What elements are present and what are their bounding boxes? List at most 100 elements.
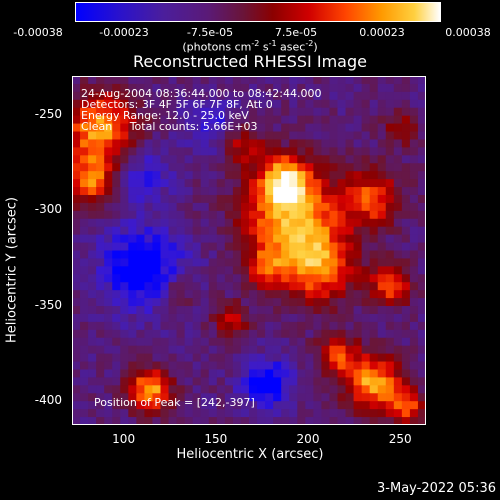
heatmap-cell (361, 91, 371, 101)
heatmap-cell (216, 147, 226, 156)
heatmap-cell (168, 306, 178, 315)
heatmap-cell (120, 337, 129, 347)
heatmap-cell (385, 353, 395, 363)
heatmap-cell (168, 250, 178, 260)
heatmap-cell (353, 99, 363, 109)
heatmap-cell (321, 369, 331, 379)
heatmap-cell (409, 290, 419, 299)
heatmap-cell (337, 353, 347, 363)
heatmap-cell (401, 274, 411, 283)
heatmap-cell (136, 361, 146, 371)
heatmap-cell (377, 131, 387, 141)
heatmap-cell (120, 147, 129, 156)
heatmap-cell (104, 329, 113, 339)
heatmap-cell (128, 337, 137, 347)
heatmap-cell (176, 234, 186, 244)
heatmap-cell (393, 417, 403, 425)
heatmap-cell (273, 353, 282, 363)
heatmap-cell (224, 377, 234, 386)
heatmap-cell (409, 361, 419, 371)
colorbar-tick-label: -0.00023 (99, 26, 149, 39)
heatmap-cell (321, 298, 331, 307)
heatmap-cell (72, 107, 81, 117)
heatmap-cell (128, 266, 137, 275)
heatmap-cell (401, 321, 411, 331)
heatmap-cell (417, 76, 426, 85)
heatmap-cell (289, 234, 298, 244)
heatmap-cell (329, 242, 339, 252)
heatmap-cell (345, 369, 355, 379)
heatmap-cell (345, 306, 355, 315)
y-axis-label: Heliocentric Y (arcsec) (4, 197, 20, 343)
heatmap-cell (176, 139, 186, 148)
heatmap-cell (401, 298, 411, 307)
heatmap-cell (136, 298, 146, 307)
heatmap-cell (281, 171, 290, 180)
heatmap-cell (369, 76, 379, 85)
heatmap-cell (369, 417, 379, 425)
heatmap-cell (417, 187, 426, 196)
heatmap-cell (88, 155, 97, 164)
heatmap-cell (152, 258, 162, 267)
heatmap-cell (80, 226, 89, 236)
heatmap-cell (240, 242, 250, 252)
heatmap-cell (377, 83, 387, 93)
heatmap-cell (385, 306, 395, 315)
heatmap-cell (273, 298, 282, 307)
heatmap-cell (96, 377, 105, 386)
heatmap-cell (200, 298, 210, 307)
heatmap-cell (353, 329, 363, 339)
heatmap-cell (289, 179, 298, 188)
heatmap-cell (305, 290, 314, 299)
heatmap-cell (249, 345, 258, 355)
heatmap-cell (401, 329, 411, 339)
heatmap-cell (104, 250, 113, 260)
heatmap-cell (329, 337, 339, 347)
heatmap-cell (369, 226, 379, 236)
heatmap-cell (200, 194, 210, 204)
heatmap-cell (152, 361, 162, 371)
heatmap-cell (192, 377, 202, 386)
heatmap-cell (321, 282, 331, 291)
heatmap-cell (80, 417, 89, 425)
heatmap-cell (216, 107, 226, 117)
heatmap-cell (321, 329, 331, 339)
heatmap-cell (184, 321, 194, 331)
heatmap-cell (417, 115, 426, 125)
heatmap-cell (112, 313, 121, 323)
heatmap-cell (337, 250, 347, 260)
heatmap-cell (216, 361, 226, 371)
heatmap-cell (136, 210, 146, 220)
heatmap-cell (361, 393, 371, 402)
heatmap-cell (401, 83, 411, 93)
heatmap-cell (136, 234, 146, 244)
heatmap-cell (249, 417, 258, 425)
heatmap-cell (297, 194, 306, 204)
heatmap-cell (176, 393, 186, 402)
heatmap-cell (393, 139, 403, 148)
heatmap-cell (321, 345, 331, 355)
heatmap-cell (72, 179, 81, 188)
heatmap-cell (160, 266, 170, 275)
heatmap-cell (192, 107, 202, 117)
heatmap-cell (184, 337, 194, 347)
heatmap-cell (152, 329, 162, 339)
heatmap-cell (273, 179, 282, 188)
heatmap-cell (128, 115, 137, 125)
heatmap-cell (96, 210, 105, 220)
heatmap-cell (337, 107, 347, 117)
heatmap-cell (305, 409, 314, 418)
heatmap-cell (289, 369, 298, 379)
heatmap-cell (168, 369, 178, 379)
heatmap-cell (393, 385, 403, 394)
heatmap-cell (192, 258, 202, 267)
heatmap-cell (377, 369, 387, 379)
heatmap-cell (72, 194, 81, 204)
heatmap-cell (281, 329, 290, 339)
heatmap-cell (128, 202, 137, 212)
heatmap-cell (329, 258, 339, 267)
heatmap-cell (409, 187, 419, 196)
heatmap-cell (240, 179, 250, 188)
heatmap-cell (136, 409, 146, 418)
heatmap-cell (240, 258, 250, 267)
